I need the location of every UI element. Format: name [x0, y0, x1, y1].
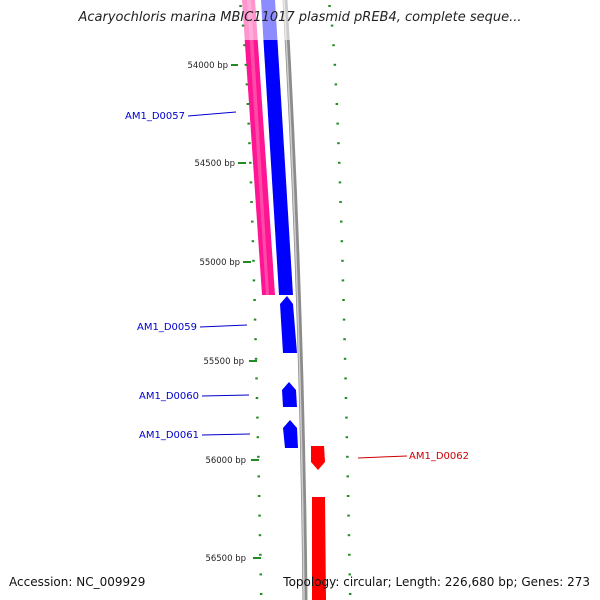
- gene-block-red-lower[interactable]: [312, 497, 326, 600]
- gene-block-d0062[interactable]: [311, 446, 325, 470]
- gene-label-d0062[interactable]: AM1_D0062: [409, 451, 469, 462]
- gene-block-d0057[interactable]: [261, 0, 293, 295]
- gene-label-d0061[interactable]: AM1_D0061: [139, 430, 199, 441]
- accession-text: Accession: NC_009929: [9, 575, 146, 589]
- position-label: 54000 bp: [187, 61, 228, 71]
- gene-block-d0061[interactable]: [283, 420, 298, 448]
- position-label: 54500 bp: [194, 159, 235, 169]
- position-label: 55000 bp: [199, 258, 240, 268]
- topology-summary: Topology: circular; Length: 226,680 bp; …: [283, 575, 590, 589]
- gene-label-d0059[interactable]: AM1_D0059: [137, 322, 197, 333]
- gene-label-d0060[interactable]: AM1_D0060: [139, 391, 199, 402]
- plasmid-backbone: [282, 0, 308, 600]
- inner-tick-marks: [239, 5, 263, 595]
- position-label: 56500 bp: [205, 554, 246, 564]
- map-title: Acaryochloris marina MBIC11017 plasmid p…: [78, 10, 522, 25]
- outer-tick-marks: [328, 5, 352, 595]
- gene-block-d0060[interactable]: [282, 382, 297, 407]
- gene-label-d0057[interactable]: AM1_D0057: [125, 111, 185, 122]
- position-label: 55500 bp: [203, 357, 244, 367]
- position-label: 56000 bp: [205, 456, 246, 466]
- gene-block-d0059[interactable]: [280, 296, 297, 353]
